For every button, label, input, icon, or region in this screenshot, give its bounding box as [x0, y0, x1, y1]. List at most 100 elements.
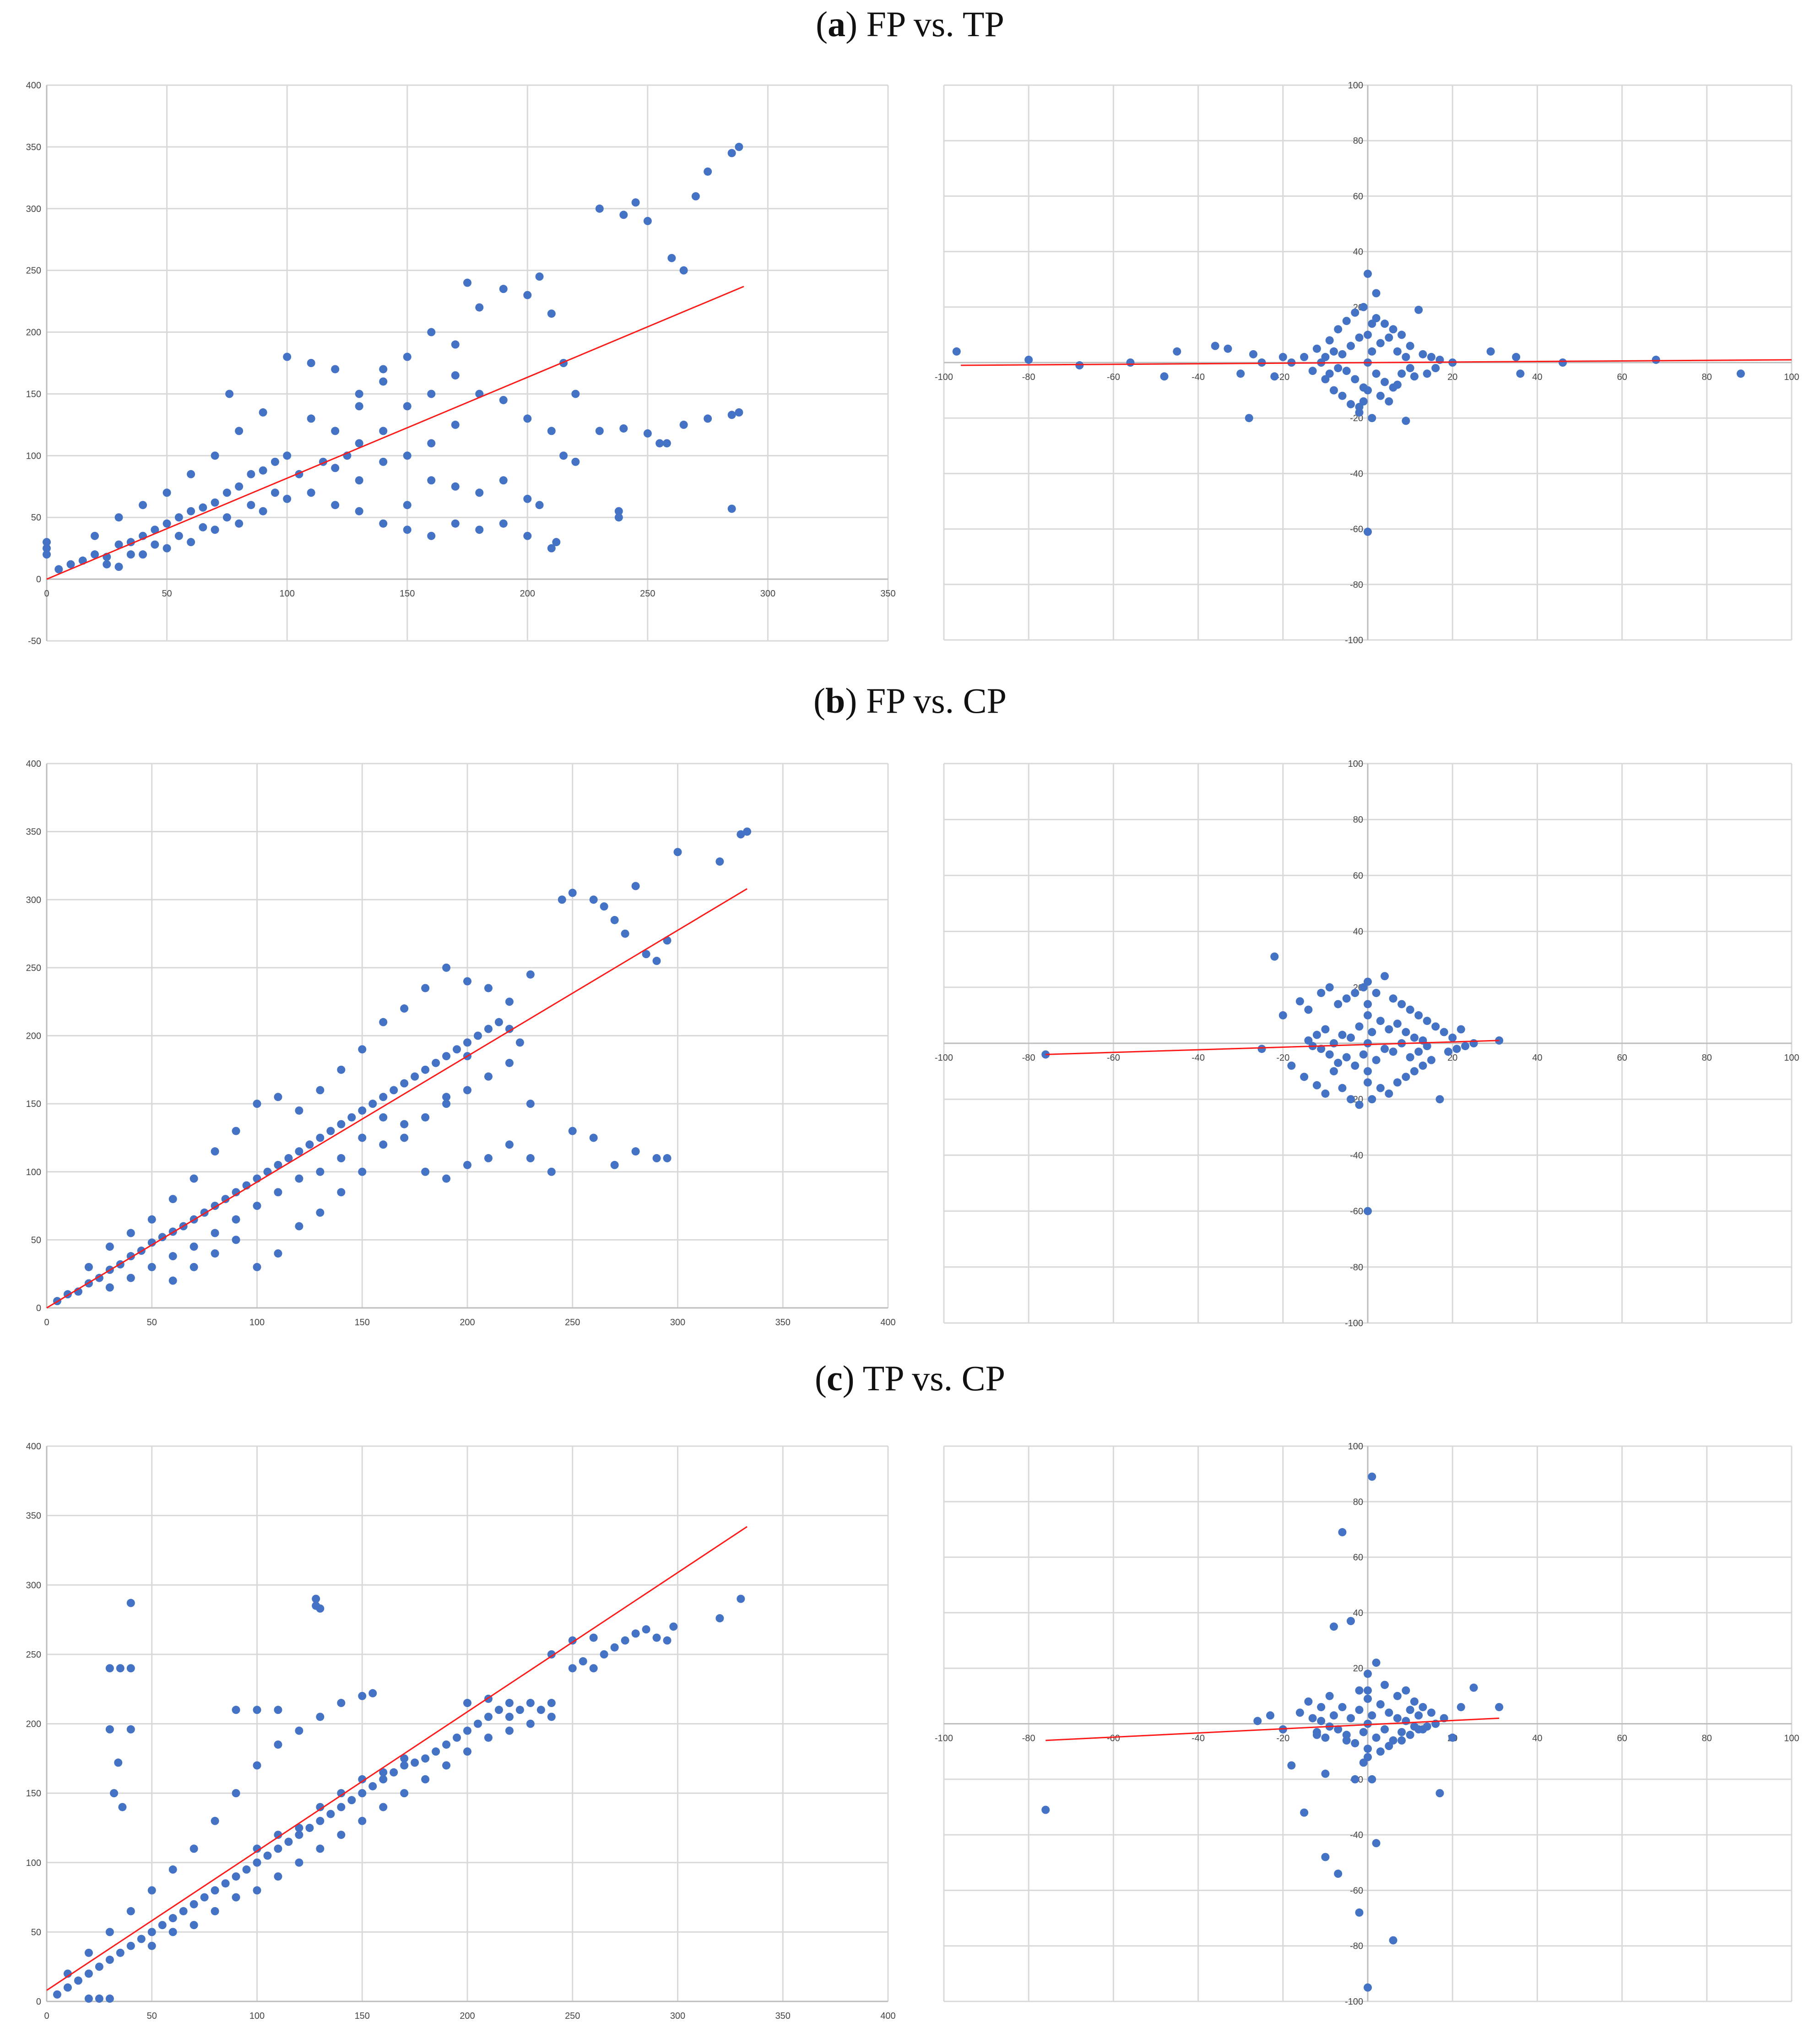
data-point: [316, 1844, 325, 1853]
data-point: [515, 1038, 524, 1047]
data-point: [526, 970, 535, 979]
data-point: [631, 1147, 640, 1156]
data-point: [1325, 1722, 1334, 1731]
data-point: [295, 1831, 303, 1839]
data-point: [1376, 1747, 1385, 1756]
y-tick-label: 60: [1353, 191, 1363, 201]
y-tick-label: 100: [26, 1858, 41, 1868]
data-point: [326, 1127, 335, 1135]
data-point: [614, 513, 623, 522]
data-point: [1389, 1047, 1398, 1056]
data-point: [147, 1928, 156, 1936]
data-point: [211, 1147, 219, 1156]
data-point: [1381, 1681, 1389, 1689]
x-tick-label: 20: [1447, 1734, 1457, 1744]
data-point: [1312, 1730, 1321, 1739]
data-point: [379, 1018, 388, 1026]
data-point: [1359, 1758, 1368, 1767]
data-point: [1486, 347, 1495, 356]
data-point: [463, 1038, 471, 1047]
data-point: [642, 950, 650, 959]
data-point: [526, 1154, 535, 1163]
data-point: [190, 1242, 198, 1251]
y-tick-label: -60: [1350, 1886, 1363, 1896]
data-point: [283, 494, 292, 503]
data-point: [316, 1086, 325, 1095]
data-point: [1317, 358, 1326, 367]
data-point: [63, 1969, 72, 1978]
x-tick-label: 100: [279, 589, 294, 599]
data-point: [1325, 983, 1334, 992]
data-point: [442, 1761, 451, 1770]
data-point: [1381, 1725, 1389, 1734]
data-point: [1444, 1047, 1452, 1056]
y-tick-label: 150: [26, 1099, 41, 1109]
data-point: [679, 266, 688, 275]
data-point: [259, 466, 267, 475]
data-point: [1024, 355, 1033, 364]
data-point: [1325, 1050, 1334, 1059]
data-point: [1376, 391, 1385, 400]
data-point: [1321, 375, 1330, 384]
y-tick-label: 100: [1348, 1442, 1363, 1452]
data-point: [1364, 1694, 1372, 1703]
x-tick-label: -60: [1107, 1053, 1120, 1063]
data-point: [1423, 1722, 1431, 1731]
data-point: [274, 1831, 282, 1839]
y-tick-label: -40: [1350, 469, 1363, 479]
data-point: [337, 1120, 346, 1128]
data-point: [390, 1768, 398, 1777]
data-point: [669, 1622, 678, 1631]
data-point: [1457, 1025, 1465, 1034]
data-point: [403, 352, 412, 361]
data-point: [1295, 997, 1304, 1006]
data-point: [1287, 358, 1296, 367]
data-point: [74, 1287, 82, 1296]
y-tick-label: 40: [1353, 1608, 1363, 1618]
data-point: [84, 1948, 93, 1957]
data-point: [316, 1133, 325, 1142]
data-point: [187, 538, 195, 547]
data-point: [305, 1823, 314, 1832]
data-point: [116, 1948, 125, 1957]
data-point: [358, 1775, 367, 1784]
x-tick-label: 50: [162, 589, 172, 599]
data-point: [225, 390, 234, 398]
data-point: [379, 1768, 388, 1777]
data-point: [1257, 1045, 1266, 1053]
data-point: [147, 1263, 156, 1271]
data-point: [475, 488, 484, 497]
x-tick-label: 60: [1617, 1053, 1627, 1063]
data-point: [1461, 1042, 1469, 1051]
y-tick-label: 50: [31, 1927, 41, 1937]
y-tick-label: 0: [36, 1303, 41, 1313]
data-point: [610, 1643, 619, 1652]
y-tick-label: 40: [1353, 247, 1363, 257]
data-point: [355, 439, 363, 448]
data-point: [1321, 1853, 1330, 1861]
data-point: [552, 538, 561, 547]
data-point: [190, 1263, 198, 1271]
data-point: [1452, 1045, 1461, 1053]
trendline: [1045, 1717, 1500, 1741]
data-point: [168, 1276, 177, 1285]
data-point: [316, 1713, 325, 1721]
data-point: [1427, 1708, 1435, 1717]
data-point: [235, 427, 244, 435]
x-tick-label: 50: [147, 1317, 157, 1328]
data-point: [1266, 1711, 1275, 1720]
data-point: [1364, 1753, 1372, 1762]
data-point: [105, 1928, 114, 1936]
data-point: [463, 977, 471, 986]
data-point: [337, 1154, 346, 1163]
data-point: [652, 1154, 661, 1163]
data-point: [1393, 1078, 1402, 1087]
data-point: [1308, 367, 1317, 375]
data-point: [475, 303, 484, 312]
data-point: [1334, 364, 1343, 373]
data-point: [379, 1093, 388, 1101]
data-point: [589, 895, 598, 904]
data-point: [187, 507, 195, 515]
